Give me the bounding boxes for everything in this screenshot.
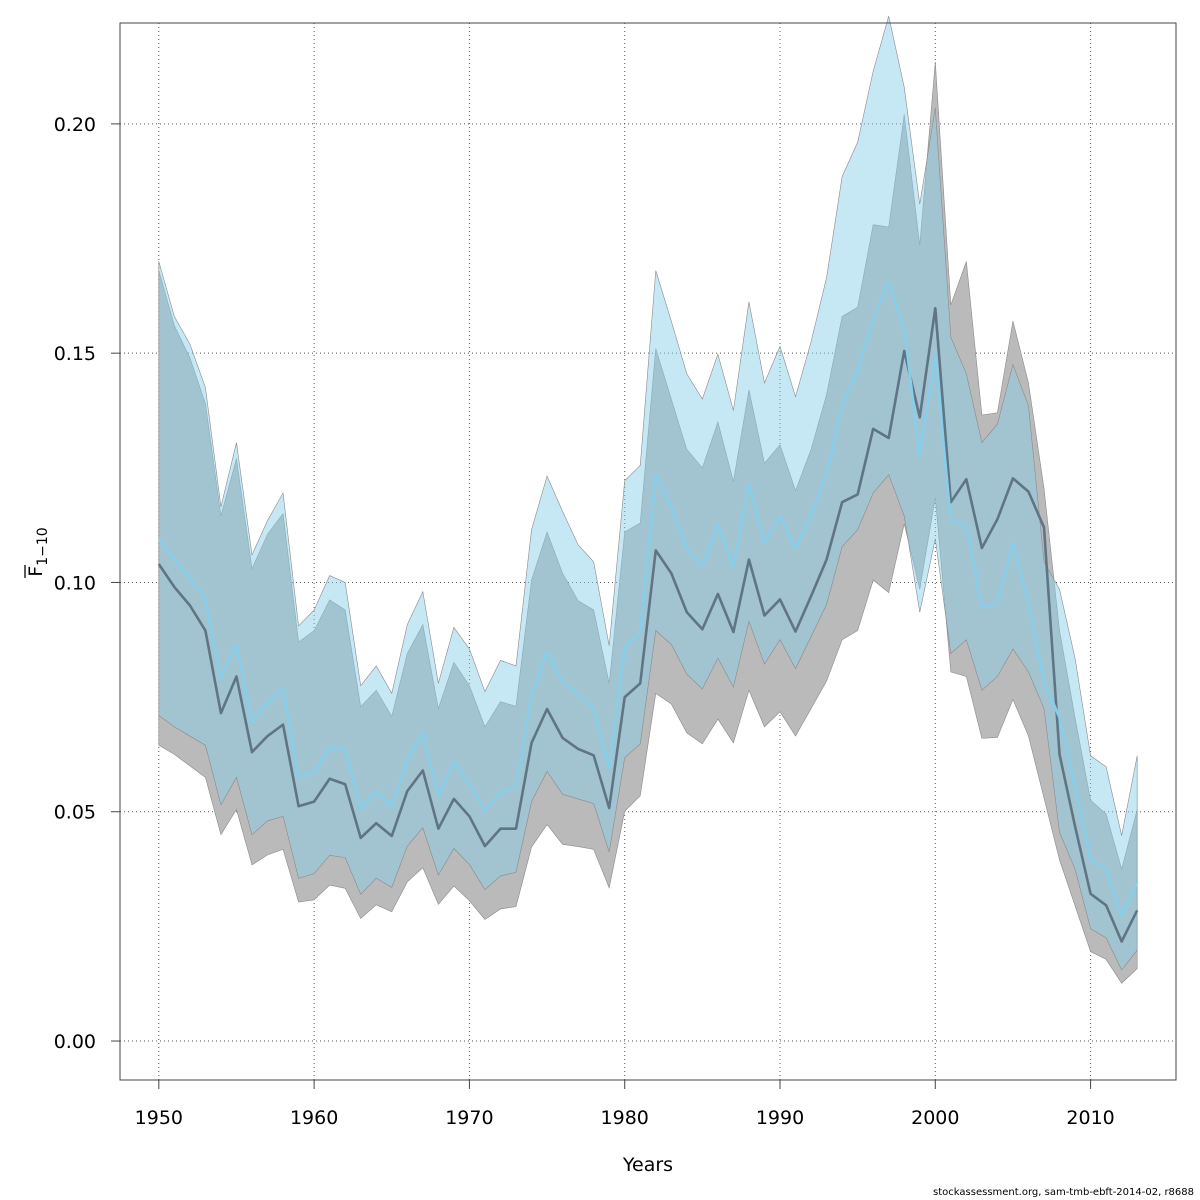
bands: [158, 16, 1138, 984]
y-tick-label-0.05: 0.05: [54, 802, 96, 824]
x-axis-title: Years: [622, 1154, 673, 1176]
x-tick-label-1950: 1950: [135, 1107, 183, 1129]
y-tick-label-0.20: 0.20: [54, 114, 96, 136]
y-axis-title: F1−10: [24, 527, 51, 578]
line-fit_grey: [157, 306, 1139, 943]
x-tick-label-1960: 1960: [290, 1107, 338, 1129]
x-tick-label-1980: 1980: [601, 1107, 649, 1129]
svg-text:F1−10: F1−10: [25, 527, 51, 576]
y-axis: 0.00 0.05 0.10 0.15 0.20: [54, 114, 120, 1053]
footer-credit: stockassessment.org, sam-tmb-ebft-2014-0…: [933, 1187, 1194, 1198]
line-fit_blue: [157, 280, 1139, 917]
x-tick-label-2010: 2010: [1066, 1107, 1114, 1129]
x-axis: 1950 1960 1970 1980 1990 2000 2010: [135, 1079, 1115, 1129]
y-tick-label-0.10: 0.10: [54, 572, 96, 594]
y-axis-title-main: F: [25, 566, 47, 577]
band-fit_blue: [158, 16, 1138, 971]
y-tick-label-0.00: 0.00: [54, 1031, 96, 1053]
y-axis-title-sub: 1−10: [35, 527, 51, 565]
series-lines: [157, 280, 1139, 943]
x-tick-label-1970: 1970: [445, 1107, 493, 1129]
y-tick-label-0.15: 0.15: [54, 343, 96, 365]
x-tick-label-1990: 1990: [756, 1107, 804, 1129]
x-tick-label-2000: 2000: [911, 1107, 959, 1129]
